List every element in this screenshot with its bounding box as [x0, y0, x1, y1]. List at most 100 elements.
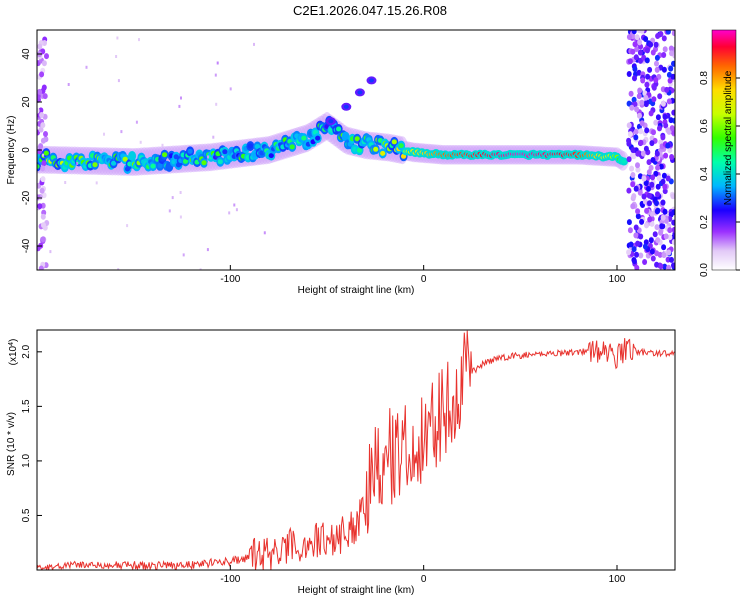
spectrogram-noise-cell: [663, 152, 669, 159]
spectrogram-noise-cell: [641, 193, 647, 200]
spectrogram-ridge-core: [373, 146, 379, 152]
snr-scale-note: (x104): [8, 339, 20, 366]
spectrogram-noise-cell: [633, 54, 639, 61]
spectrogram-noise-cell: [644, 207, 650, 214]
snr-y-tick-label: 2.0: [21, 344, 32, 358]
spectrogram-noise-cell: [39, 187, 45, 194]
spectrogram-noise-cell: [637, 39, 643, 46]
spectrogram-noise-cell: [660, 214, 666, 221]
spectrogram-noise-cell: [631, 96, 637, 103]
spectrogram-ridge-core: [150, 163, 156, 169]
spectrogram-noise-cell: [657, 125, 662, 132]
spectrogram-noise-cell: [651, 84, 657, 91]
spectrogram-noise-cell: [637, 49, 643, 56]
spectrogram-noise-cell: [37, 203, 43, 210]
spectrogram-noise-cell: [646, 159, 652, 166]
spectrogram-noise-cell: [644, 81, 650, 88]
spectrogram-ridge-core: [391, 139, 397, 145]
spectrogram-noise-cell: [668, 45, 674, 52]
spectrogram-noise-cell: [639, 99, 645, 106]
spectrogram-noise-cell: [652, 231, 658, 238]
spectrogram-noise-cell: [44, 53, 49, 60]
spectrogram-ridge-core: [222, 149, 228, 155]
spectrogram-branch-core: [343, 104, 349, 109]
spectrogram-noise-cell: [643, 36, 649, 42]
snr-x-ticks: -100 0 100: [220, 565, 626, 585]
spectrogram-speck: [85, 65, 88, 69]
spectrogram-speck: [263, 231, 266, 235]
spectrogram-noise-cell: [644, 99, 650, 106]
spectrogram-noise-cell: [37, 88, 43, 95]
spectrogram-noise-cell: [641, 175, 647, 182]
spectrogram-noise-cell: [670, 73, 675, 80]
spectrogram-noise-cell: [662, 188, 668, 195]
spectrogram-noise-cell: [658, 229, 664, 236]
spectrogram-branch-core: [369, 78, 374, 83]
spectrogram-noise-cell: [643, 180, 649, 187]
spectrogram-noise-cell: [40, 137, 46, 144]
spectrogram-noise-cell: [630, 172, 636, 178]
spectrogram-noise-cell: [646, 185, 651, 192]
spectrogram-y-tick-label: 20: [21, 96, 32, 108]
spectrogram-noise-cell: [634, 264, 640, 270]
snr-x-tick-label: 0: [421, 574, 427, 585]
spectrogram-noise-cell: [649, 248, 655, 255]
colorbar-ticks: 0.0 0.2 0.4 0.6 0.8: [699, 71, 740, 277]
spectrogram-noise-cell: [671, 262, 675, 269]
spectrogram-ridge-core: [187, 148, 193, 154]
spectrogram-y-ticks: -40 -20 0 20 40: [21, 48, 42, 253]
spectrogram-x-tick-label: -100: [220, 274, 240, 285]
spectrogram-noise-cell: [635, 213, 641, 220]
spectrogram-noise-cell: [626, 156, 632, 163]
spectrogram-noise-cell: [669, 256, 674, 263]
spectrogram-noise-cell: [663, 122, 669, 129]
spectrogram-noise-cell: [644, 57, 650, 64]
spectrogram-noise-cell: [638, 252, 644, 259]
spectrogram-x-ticks: -100 0 100: [220, 265, 626, 285]
spectrogram-noise-cell: [645, 73, 651, 80]
colorbar-gradient: [711, 29, 737, 271]
spectrogram-speck: [233, 203, 236, 207]
spectrogram-noise-cell: [640, 77, 646, 84]
spectrogram-noise-cell: [637, 112, 642, 119]
spectrogram-noise-cell: [626, 100, 632, 107]
spectrogram-speck: [207, 155, 209, 159]
spectrogram-y-tick-label: 0: [21, 147, 32, 153]
spectrogram-noise-cell: [631, 258, 637, 265]
spectrogram-noise-cell: [637, 87, 643, 94]
spectrogram-noise-cell: [654, 224, 660, 231]
spectrogram-ridge-core: [92, 162, 98, 168]
spectrogram-noise-cell: [668, 65, 674, 72]
spectrogram-noise-cell: [647, 66, 653, 73]
spectrogram-ridge-core: [162, 152, 168, 158]
spectrogram-speck: [171, 196, 174, 200]
spectrogram-noise-cell: [41, 222, 46, 229]
spectrogram-noise-cell: [626, 34, 632, 40]
spectrogram-noise-cell: [671, 219, 675, 226]
snr-x-tick-label: 100: [609, 574, 626, 585]
spectrogram-noise-cell: [648, 41, 654, 48]
colorbar-tick-label: 0.4: [699, 167, 710, 181]
spectrogram-noise-cell: [40, 176, 46, 183]
spectrogram-noise-cell: [41, 160, 47, 167]
spectrogram-speck: [135, 120, 138, 124]
spectrogram-noise-cell: [653, 77, 659, 84]
spectrogram-ridge-core: [129, 153, 135, 159]
spectrogram-noise-cell: [665, 175, 671, 182]
spectrogram-noise-cell: [626, 137, 632, 144]
spectrogram-speck: [126, 224, 129, 228]
spectrogram-noise-cell: [662, 263, 668, 270]
spectrogram-speck: [235, 208, 238, 212]
spectrogram-ridge-core: [201, 160, 207, 166]
spectrogram-noise-cell: [666, 249, 672, 256]
spectrogram-noise-cell: [654, 150, 660, 157]
spectrogram-noise-cell: [669, 125, 675, 132]
spectrogram-noise-cell: [626, 71, 632, 77]
spectrogram-noise-cell: [39, 112, 45, 118]
spectrogram-speck: [95, 181, 98, 185]
spectrogram-panel: -100 0 100 -40 -20 0 20 40 Height of straight …: [6, 29, 676, 296]
spectrogram-noise-cell: [634, 251, 639, 258]
spectrogram-noise-cell: [671, 60, 675, 67]
spectrogram-noise-cell: [40, 213, 46, 220]
spectrogram-ridge-core: [254, 144, 260, 149]
